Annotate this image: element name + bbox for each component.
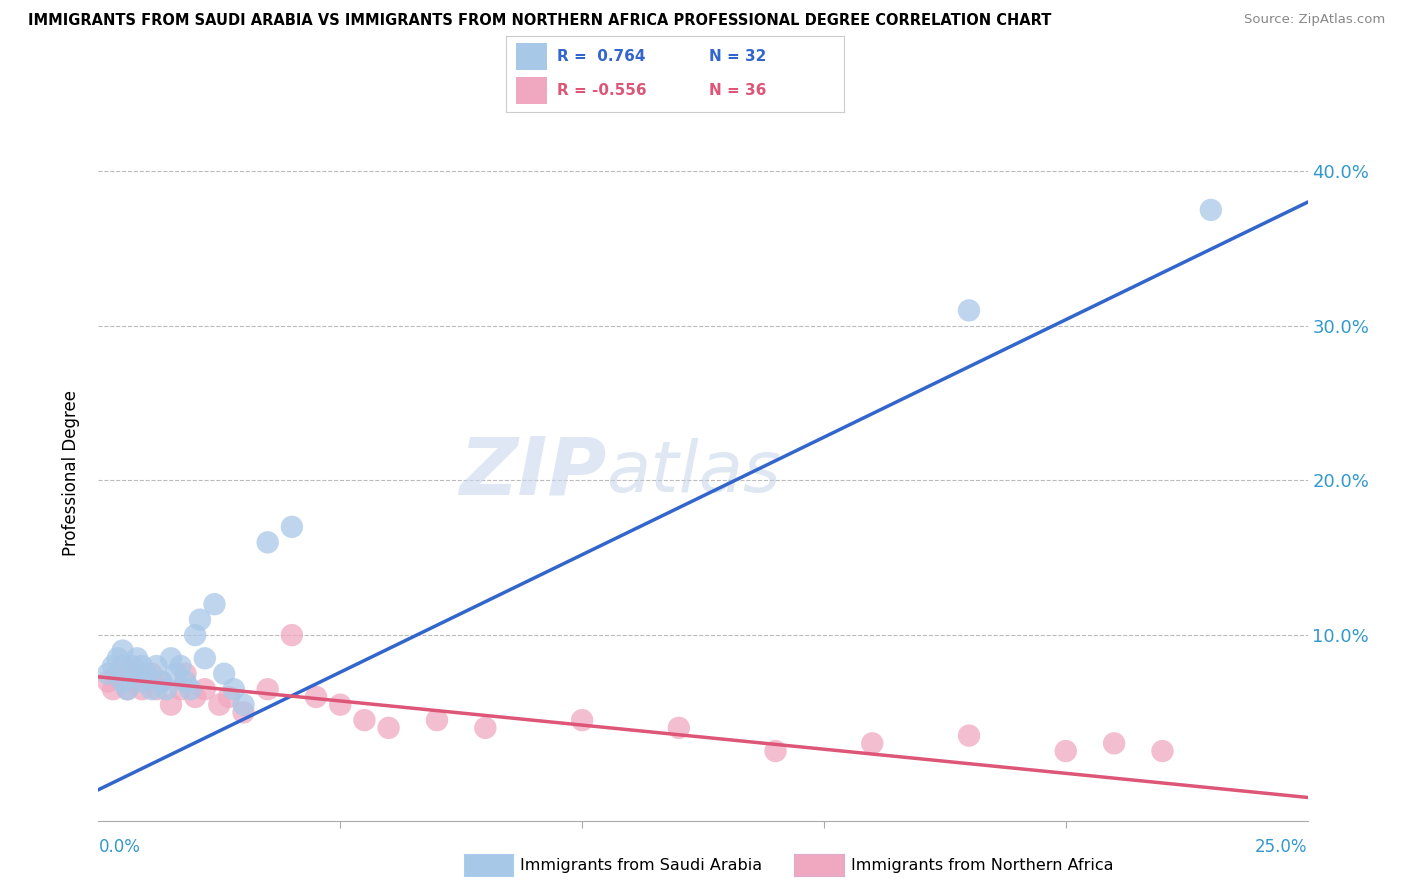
Point xyxy=(155,682,177,697)
Point xyxy=(121,674,143,689)
Point xyxy=(121,666,143,681)
Point xyxy=(169,682,191,697)
Y-axis label: Professional Degree: Professional Degree xyxy=(62,390,80,556)
Point xyxy=(353,713,375,727)
Point xyxy=(957,303,980,318)
Point xyxy=(765,744,787,758)
Point xyxy=(174,666,197,681)
Point xyxy=(107,666,129,681)
Point xyxy=(957,729,980,743)
Point xyxy=(222,682,245,697)
Point xyxy=(141,666,163,681)
Point xyxy=(107,651,129,665)
Text: 0.0%: 0.0% xyxy=(98,838,141,855)
Text: Immigrants from Northern Africa: Immigrants from Northern Africa xyxy=(851,858,1114,872)
Point xyxy=(97,674,120,689)
Text: Immigrants from Saudi Arabia: Immigrants from Saudi Arabia xyxy=(520,858,762,872)
Text: R = -0.556: R = -0.556 xyxy=(557,83,647,98)
Point xyxy=(131,674,153,689)
Point xyxy=(179,682,201,697)
Point xyxy=(150,674,173,689)
Point xyxy=(135,666,157,681)
Bar xyxy=(516,43,547,70)
Point xyxy=(668,721,690,735)
Point xyxy=(111,643,134,657)
Point xyxy=(117,682,139,697)
Point xyxy=(426,713,449,727)
Point xyxy=(1199,202,1222,217)
Point xyxy=(194,682,217,697)
Point xyxy=(127,651,149,665)
Text: N = 36: N = 36 xyxy=(709,83,766,98)
Point xyxy=(256,682,278,697)
Text: R =  0.764: R = 0.764 xyxy=(557,49,645,64)
Point xyxy=(111,659,134,673)
Point xyxy=(218,690,240,704)
Point xyxy=(474,721,496,735)
Point xyxy=(188,613,211,627)
Point xyxy=(141,682,163,697)
Point xyxy=(571,713,593,727)
Bar xyxy=(516,78,547,104)
Point xyxy=(101,659,124,673)
Point xyxy=(377,721,399,735)
Point xyxy=(1152,744,1174,758)
Point xyxy=(160,698,183,712)
Point xyxy=(135,674,157,689)
Point xyxy=(860,736,883,750)
Point xyxy=(117,682,139,697)
Text: Source: ZipAtlas.com: Source: ZipAtlas.com xyxy=(1244,13,1385,27)
Point xyxy=(194,651,217,665)
Point xyxy=(212,666,235,681)
Point xyxy=(145,659,167,673)
Point xyxy=(1102,736,1125,750)
Point xyxy=(131,659,153,673)
Point xyxy=(329,698,352,712)
Point xyxy=(204,597,226,611)
Point xyxy=(184,690,207,704)
Point xyxy=(160,651,183,665)
Point xyxy=(121,659,143,673)
Text: IMMIGRANTS FROM SAUDI ARABIA VS IMMIGRANTS FROM NORTHERN AFRICA PROFESSIONAL DEG: IMMIGRANTS FROM SAUDI ARABIA VS IMMIGRAN… xyxy=(28,13,1052,29)
Text: ZIP: ZIP xyxy=(458,434,606,512)
Point xyxy=(1054,744,1077,758)
Point xyxy=(281,628,304,642)
Point xyxy=(281,520,304,534)
Point xyxy=(305,690,328,704)
Text: atlas: atlas xyxy=(606,438,780,508)
Point xyxy=(232,698,254,712)
Point xyxy=(208,698,231,712)
Point xyxy=(232,706,254,720)
Text: 25.0%: 25.0% xyxy=(1256,838,1308,855)
Point xyxy=(101,682,124,697)
Point xyxy=(169,659,191,673)
Point xyxy=(131,682,153,697)
Point xyxy=(256,535,278,549)
Point xyxy=(165,666,187,681)
Point xyxy=(111,674,134,689)
Point xyxy=(145,682,167,697)
Text: N = 32: N = 32 xyxy=(709,49,766,64)
Point xyxy=(127,666,149,681)
Point xyxy=(150,674,173,689)
Point xyxy=(97,666,120,681)
Point xyxy=(174,674,197,689)
Point xyxy=(184,628,207,642)
